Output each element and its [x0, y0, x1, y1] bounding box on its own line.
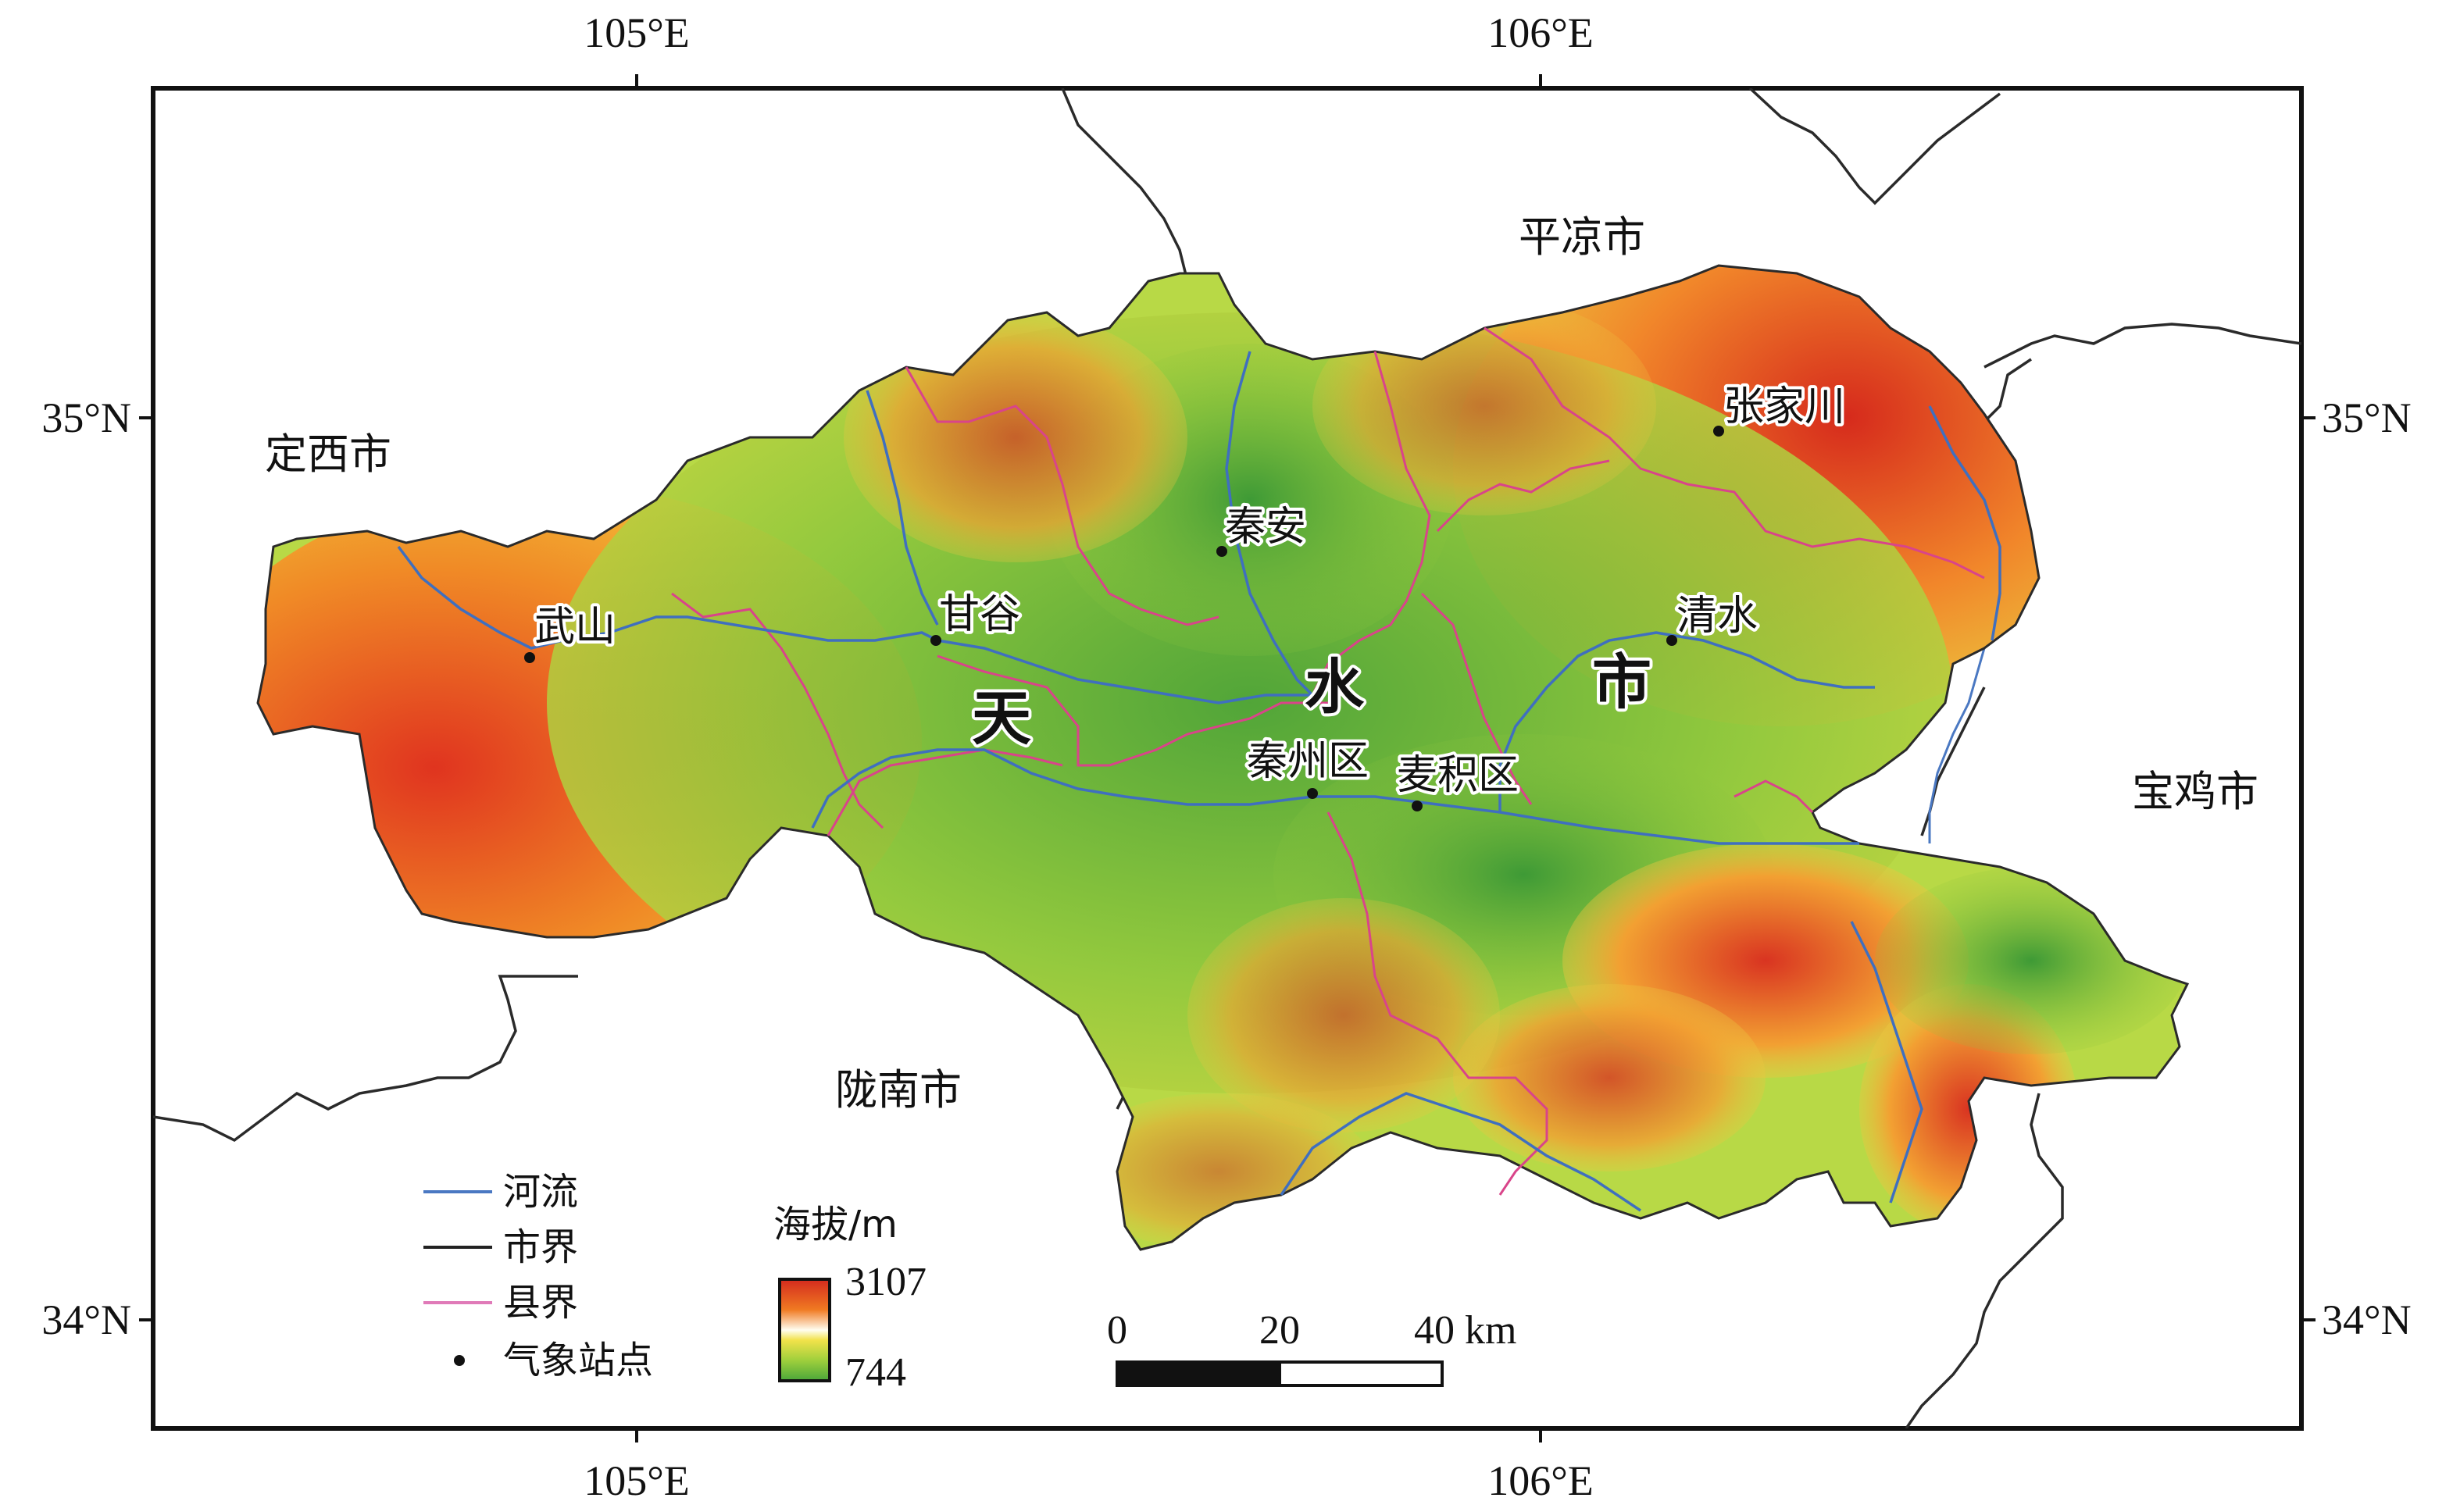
station-markers: [524, 426, 1724, 811]
scale-label-0: 0: [1107, 1308, 1127, 1353]
station-label-wushan: 武山: [534, 604, 616, 651]
legend-river-label: 河流: [503, 1170, 578, 1214]
neighbor-label-baoji: 宝鸡市: [2132, 767, 2258, 816]
left-tick-label-35n: 35°N: [41, 394, 131, 441]
region-char-shi: 市: [1592, 647, 1651, 717]
legend-county-boundary-label: 县界: [503, 1281, 578, 1325]
neighbor-label-pingliang: 平凉市: [1519, 212, 1645, 262]
top-tick-label-106e: 106°E: [1487, 9, 1594, 56]
elevation-color-bar: [778, 1278, 831, 1382]
legend-city-boundary-label: 市界: [503, 1225, 578, 1269]
station-dot-qinan: [1216, 546, 1227, 557]
scale-label-40km: 40 km: [1414, 1308, 1516, 1353]
station-dot-zhangjiachuan: [1713, 426, 1724, 437]
bottom-tick-label-105e: 105°E: [584, 1457, 690, 1504]
elevation-max-label: 3107: [845, 1260, 927, 1304]
station-label-qinan: 秦安: [1225, 504, 1306, 551]
river-lines: [397, 351, 2001, 1212]
left-tick-label-34n: 34°N: [41, 1296, 131, 1343]
elevation-legend-title: 海拔/m: [773, 1203, 898, 1246]
legend-station-swatch: [454, 1355, 465, 1366]
right-tick-label-34n: 34°N: [2322, 1296, 2412, 1343]
right-tick-label-35n: 35°N: [2322, 394, 2412, 441]
elevation-min-label: 744: [845, 1350, 906, 1395]
station-dot-qingshui: [1666, 635, 1677, 646]
station-dot-maiji: [1412, 801, 1423, 811]
tianshui-region: [258, 266, 2187, 1250]
station-dot-gangu: [930, 635, 941, 646]
elevation-legend: 海拔/m 3107 744: [773, 1203, 927, 1395]
scale-bar-black-segment: [1116, 1360, 1281, 1387]
city-boundary-lines: [153, 88, 2301, 1428]
station-label-qingshui: 清水: [1676, 593, 1758, 640]
region-char-tian: 天: [972, 683, 1031, 753]
bottom-tick-label-106e: 106°E: [1487, 1457, 1594, 1504]
region-char-shui: 水: [1305, 652, 1365, 722]
station-label-zhangjiachuan: 张家川: [1723, 383, 1845, 430]
legend: 河流 市界 县界 气象站点: [423, 1170, 653, 1382]
station-dot-qinzhou: [1307, 788, 1318, 799]
axis-ticks: [139, 74, 2316, 1442]
neighbor-label-longnan: 陇南市: [835, 1065, 962, 1114]
scale-bar: 0 20 40 km: [1107, 1308, 1516, 1387]
scale-bar-white-segment: [1278, 1360, 1444, 1387]
county-boundary-lines: [671, 326, 1985, 1196]
legend-station-label: 气象站点: [503, 1339, 653, 1382]
station-dot-wushan: [524, 652, 535, 663]
scale-label-20: 20: [1259, 1308, 1300, 1353]
station-label-maiji: 麦积区: [1397, 752, 1519, 799]
neighbor-label-dingxi: 定西市: [265, 430, 391, 479]
station-label-qinzhou: 秦州区: [1247, 738, 1369, 785]
station-label-gangu: 甘谷: [939, 591, 1020, 638]
top-tick-label-105e: 105°E: [584, 9, 690, 56]
